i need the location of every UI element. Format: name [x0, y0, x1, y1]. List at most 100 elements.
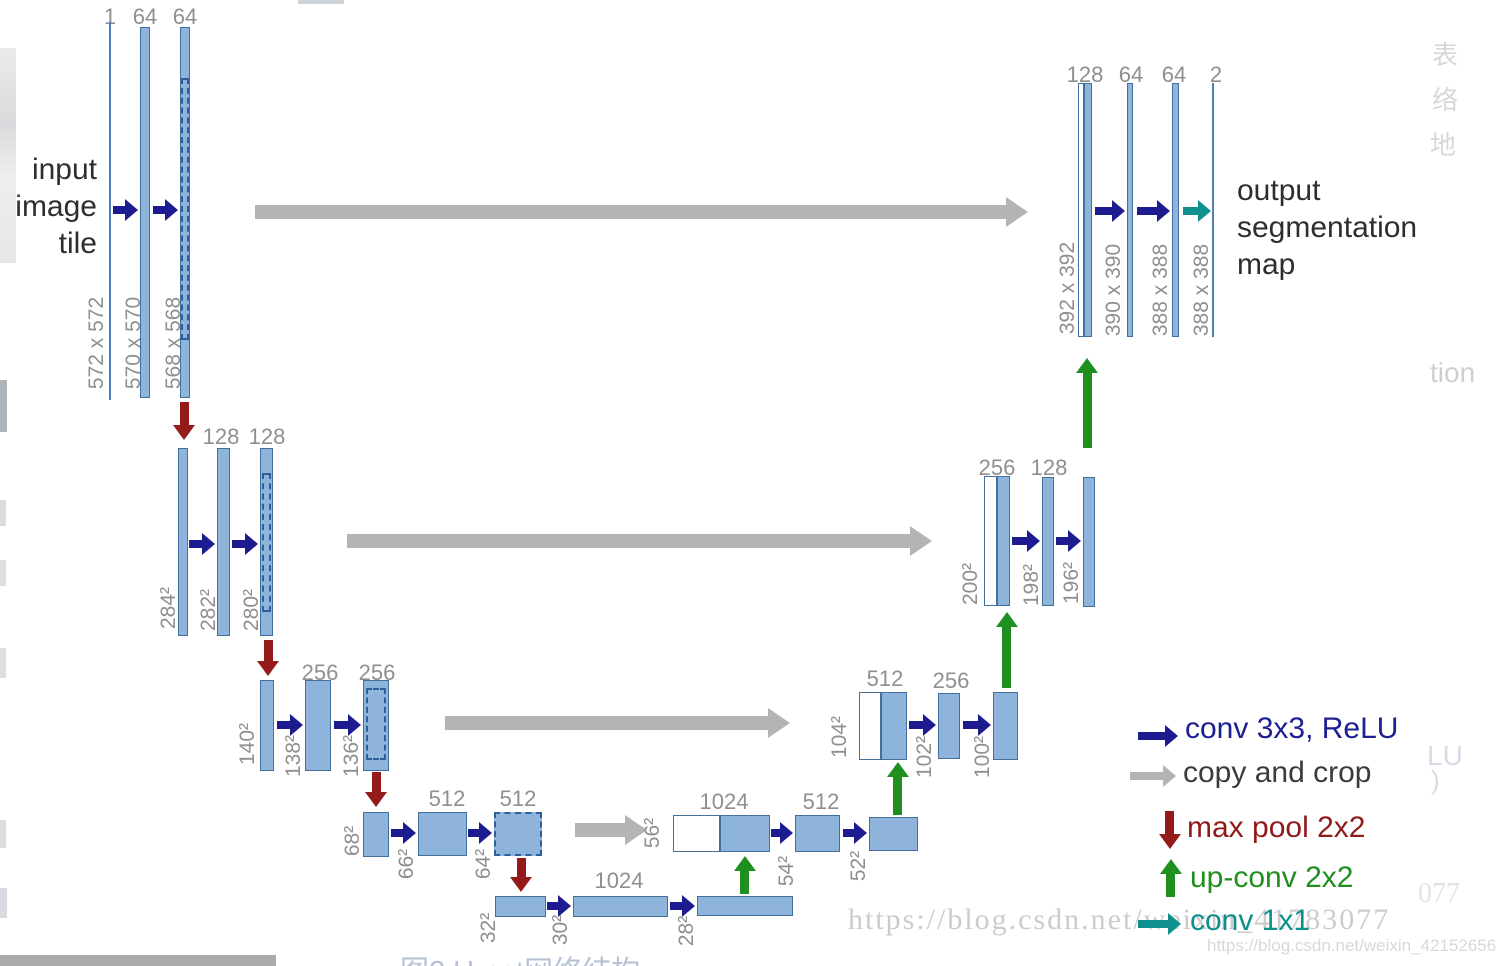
ghost-text-lu: LU [1427, 740, 1463, 771]
conv-arrow [391, 822, 416, 844]
feature-map-bar [305, 680, 331, 771]
conv-arrow [1137, 200, 1170, 222]
legend-conv-arrow [1138, 725, 1178, 747]
feature-map-bar [881, 692, 907, 760]
left-edge-photo-fragment [0, 48, 16, 263]
conv-arrow [232, 533, 258, 555]
copied-feature-box [673, 815, 720, 852]
size-label: 140² [236, 722, 259, 766]
size-label: 32² [477, 912, 500, 944]
bottom-left-gray-bar [0, 955, 276, 966]
copy-crop-arrow [445, 709, 790, 737]
feature-map-bar [795, 815, 840, 852]
input-caption-line: input [31, 153, 97, 186]
left-edge-glyph-fragment [0, 500, 6, 526]
conv-arrow [468, 822, 492, 844]
feature-map-bar-crop-source [494, 812, 542, 856]
feature-map-bar [495, 896, 546, 917]
feature-map-bar [938, 693, 960, 759]
output-caption-line: segmentation [1237, 211, 1418, 244]
size-label: 568 x 568 [162, 296, 185, 390]
feature-map-bar [697, 896, 793, 916]
output-caption: output segmentation map [1237, 172, 1417, 283]
conv1x1-arrow [1183, 198, 1211, 224]
size-label: 66² [395, 848, 418, 880]
conv-arrow [277, 714, 303, 736]
output-caption-line: output [1237, 174, 1321, 207]
channel-label: 128 [1030, 455, 1068, 480]
feature-map-bar [140, 27, 150, 398]
input-caption: input image tile [0, 151, 97, 262]
size-label: 54² [775, 855, 798, 887]
crop-region-outline [181, 78, 189, 340]
size-label: 388 x 388 [1190, 243, 1213, 337]
crop-region-outline [262, 473, 271, 612]
size-label: 284² [157, 586, 180, 630]
channel-label: 512 [866, 666, 904, 691]
conv-arrow [547, 895, 571, 917]
legend-conv1x1-label: conv 1x1 [1190, 904, 1311, 937]
channel-label: 512 [428, 786, 466, 811]
input-caption-line: tile [58, 227, 97, 260]
feature-map-bar [997, 476, 1010, 606]
legend-maxpool-arrow [1159, 811, 1180, 849]
size-label: 196² [1060, 561, 1083, 605]
size-label: 56² [641, 817, 664, 849]
left-edge-glyph-fragment [0, 380, 7, 432]
feature-map-bar [418, 812, 467, 856]
channel-label: 2 [1209, 62, 1223, 87]
feature-map-bar [1127, 83, 1133, 337]
maxpool-arrow [364, 772, 388, 807]
channel-label: 1 [103, 4, 117, 29]
size-label: 390 x 390 [1102, 243, 1125, 337]
maxpool-arrow [510, 858, 532, 892]
channel-label: 64 [132, 4, 158, 29]
left-edge-glyph-fragment [0, 648, 6, 678]
watermark-small: https://blog.csdn.net/weixin_42152656 [1207, 936, 1497, 955]
copy-crop-arrow [255, 197, 1028, 227]
ghost-char: 表 [1432, 40, 1459, 70]
legend-conv-label: conv 3x3, ReLU [1185, 712, 1399, 745]
channel-label: 64 [1118, 62, 1144, 87]
size-label: 388 x 388 [1149, 243, 1172, 337]
channel-label: 128 [248, 424, 286, 449]
size-label: 64² [472, 848, 495, 880]
conv-arrow [843, 822, 867, 844]
legend-copy-label: copy and crop [1183, 756, 1372, 789]
size-label: 392 x 392 [1056, 241, 1079, 335]
feature-map-line-output [1212, 83, 1214, 337]
feature-map-bar [869, 817, 918, 851]
conv-arrow [113, 199, 138, 221]
crop-region-outline [366, 688, 386, 760]
conv-arrow [670, 895, 695, 917]
size-label: 68² [341, 825, 364, 857]
legend-upconv-arrow [1160, 859, 1181, 897]
copied-feature-box [859, 692, 881, 760]
channel-label: 128 [202, 424, 240, 449]
upconv-arrow [734, 856, 755, 894]
channel-label: 1024 [699, 789, 749, 814]
channel-label: 1024 [594, 868, 644, 893]
copy-crop-arrow [575, 816, 647, 844]
size-label: 570 x 570 [122, 296, 145, 390]
size-label: 280² [240, 588, 263, 632]
size-label: 102² [913, 735, 936, 779]
feature-map-bar [178, 448, 188, 636]
size-label: 30² [549, 914, 572, 946]
conv-arrow [1012, 530, 1040, 552]
legend-conv1x1-arrow [1138, 911, 1181, 937]
copy-crop-arrow [347, 527, 932, 555]
channel-label: 256 [932, 668, 970, 693]
maxpool-arrow [172, 402, 196, 440]
ghost-char: 络 [1432, 85, 1459, 115]
channel-label: 64 [1161, 62, 1187, 87]
channel-label: 512 [802, 789, 840, 814]
top-edge-artifact [298, 0, 344, 4]
ghost-text-tion: tion [1430, 357, 1476, 388]
conv-arrow [189, 533, 215, 555]
channel-label: 512 [499, 786, 537, 811]
ghost-text-paren: ) [1431, 765, 1440, 795]
size-label: 100² [971, 735, 994, 779]
figure-caption-partial: 图2 U-net网络结构 [400, 948, 640, 966]
